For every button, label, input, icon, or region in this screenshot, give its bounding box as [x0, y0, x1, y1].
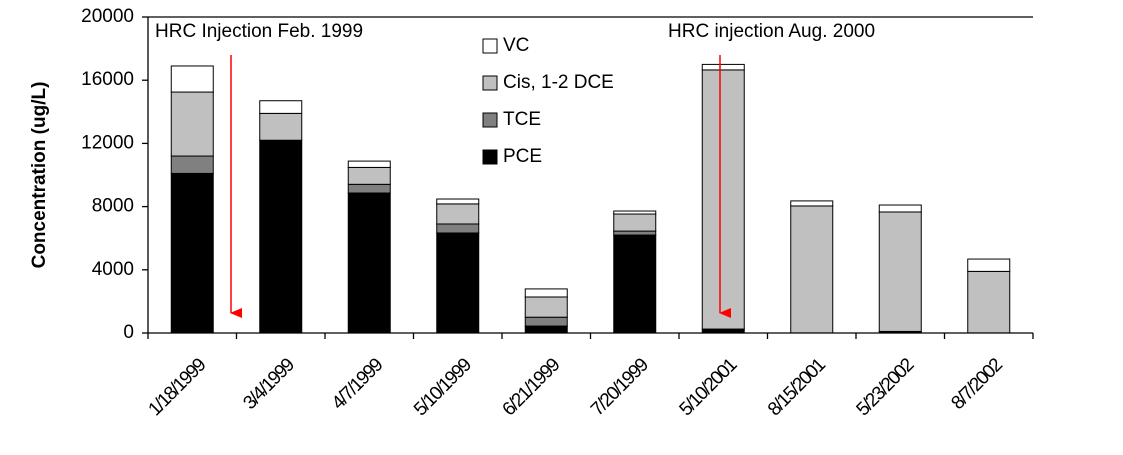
- bar-segment: [524, 325, 568, 334]
- x-tick-label: 7/20/1999: [587, 355, 653, 421]
- y-tick-label: 0: [123, 322, 134, 343]
- x-tick-label: 5/23/2002: [853, 355, 919, 421]
- annotation: HRC Injection Feb. 1999: [155, 21, 363, 42]
- y-tick-label: 12000: [81, 132, 134, 153]
- bar-segment: [613, 230, 657, 236]
- bar-segment: [170, 91, 214, 157]
- annotation: HRC injection Aug. 2000: [668, 21, 875, 42]
- legend-label: Cis, 1-2 DCE: [503, 72, 614, 93]
- x-tick-label: 4/7/1999: [328, 355, 387, 414]
- bar-segment: [613, 213, 657, 232]
- bar-segment: [967, 270, 1011, 334]
- bar-segment: [524, 316, 568, 327]
- bar-segment: [524, 296, 568, 318]
- legend-swatch: [482, 75, 498, 91]
- x-tick-label: 8/15/2001: [764, 355, 830, 421]
- bar-segment: [878, 211, 922, 332]
- bar-segment: [347, 166, 391, 185]
- x-tick-label: 5/10/2001: [676, 355, 742, 421]
- legend-label: PCE: [503, 146, 542, 167]
- bar-segment: [524, 288, 568, 298]
- bar-segment: [613, 210, 657, 215]
- bar-segment: [790, 200, 834, 207]
- bar-segment: [347, 160, 391, 168]
- legend-swatch: [482, 112, 498, 128]
- bar-segment: [436, 223, 480, 234]
- bar-segment: [790, 205, 834, 334]
- bar-segment: [347, 183, 391, 194]
- bar-segment: [170, 65, 214, 93]
- x-tick-label: 5/10/1999: [410, 355, 476, 421]
- x-tick-label: 8/7/2002: [947, 355, 1006, 414]
- y-tick-label: 4000: [92, 259, 134, 280]
- legend-label: TCE: [503, 109, 541, 130]
- bar-segment: [436, 232, 480, 334]
- y-tick-label: 16000: [81, 69, 134, 90]
- bar-segment: [259, 112, 303, 141]
- bar-segment: [259, 100, 303, 114]
- bar-segment: [436, 203, 480, 225]
- y-tick-label: 20000: [81, 6, 134, 27]
- x-tick-label: 3/4/1999: [239, 355, 298, 414]
- bar-segment: [701, 69, 745, 330]
- bar-segment: [878, 204, 922, 213]
- legend-swatch: [482, 149, 498, 165]
- bar-segment: [170, 172, 214, 334]
- bar-segment: [259, 139, 303, 334]
- bar-segment: [170, 155, 214, 174]
- bar-segment: [347, 192, 391, 334]
- x-tick-label: 1/18/1999: [145, 355, 211, 421]
- x-tick-label: 6/21/1999: [499, 355, 565, 421]
- bar-segment: [967, 258, 1011, 272]
- bar-segment: [701, 63, 745, 71]
- legend-label: VC: [503, 35, 529, 56]
- bar-segment: [613, 234, 657, 334]
- y-axis-title: Concentration (ug/L): [29, 82, 50, 269]
- y-tick-label: 8000: [92, 196, 134, 217]
- bar-segment: [436, 198, 480, 205]
- legend-swatch: [482, 38, 498, 54]
